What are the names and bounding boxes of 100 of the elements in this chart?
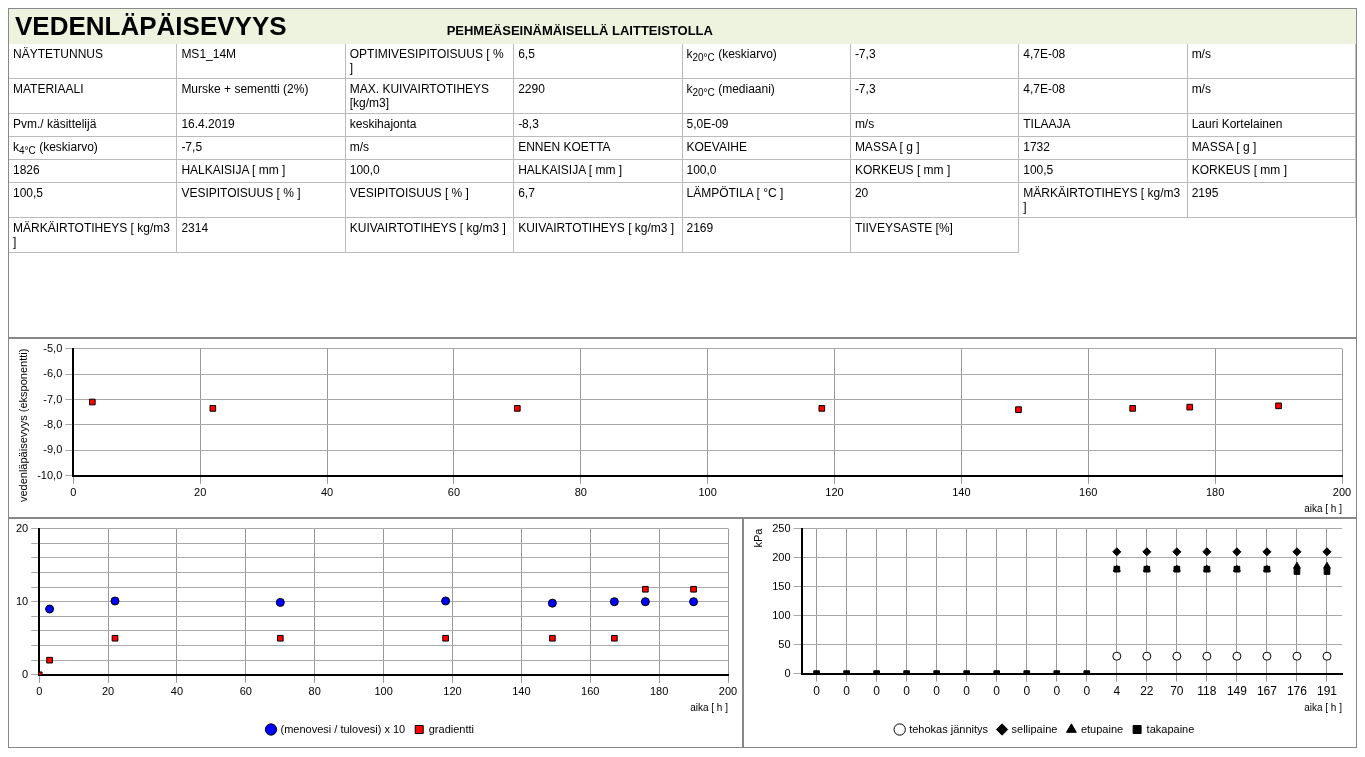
x-tick-label: 180 — [1205, 486, 1225, 499]
x-tick-label: 120 — [825, 486, 844, 499]
x-tick-label: 80 — [574, 486, 587, 499]
y-tick-label: 20 — [15, 521, 29, 534]
text: 16.4.2019 — [177, 114, 346, 137]
text: k$_{20°C}$ (mediaani) — [682, 79, 851, 114]
x-tick-label: 70 — [1170, 684, 1184, 699]
text: 100,0 — [682, 160, 851, 184]
text: VESIPITOISUUS [ % ] — [177, 183, 346, 219]
y-tick-label: -7,0 — [43, 392, 63, 405]
y-tick-label: 150 — [772, 579, 791, 592]
x-tick-label: 160 — [1079, 486, 1098, 499]
y-tick-label: -6,0 — [43, 367, 63, 380]
x-axis-title: aika [ h ] — [690, 701, 729, 713]
y-tick-label: -8,0 — [43, 417, 63, 430]
text: 2195 — [1187, 183, 1356, 219]
legend-label: tehokas jännitys — [909, 722, 989, 735]
text: 4,7E-08 — [1019, 79, 1188, 114]
x-tick-label: 0 — [1023, 684, 1031, 699]
x-tick-label: 180 — [649, 685, 669, 698]
text: KOEVAIHE — [682, 137, 851, 161]
text: KUIVAIRTOTIHEYS [ kg/m3 ] — [514, 218, 683, 254]
text: 6,5 — [514, 44, 683, 79]
text: 2290 — [514, 79, 683, 114]
text: 5,0E-09 — [682, 114, 851, 137]
x-tick-label: 118 — [1197, 684, 1217, 699]
text: 2169 — [682, 218, 851, 254]
y-tick-label: 250 — [772, 521, 791, 534]
text: 1732 — [1019, 137, 1188, 161]
x-tick-label: 80 — [308, 685, 321, 698]
x-tick-label: 22 — [1140, 684, 1154, 699]
x-tick-label: 191 — [1316, 684, 1338, 699]
x-tick-label: 20 — [194, 486, 207, 499]
y-tick-label: 100 — [772, 608, 791, 621]
text: Murske + sementti (2%) — [177, 79, 346, 114]
y-tick-label: 200 — [772, 550, 791, 563]
text: MASSA [ g ] — [1187, 137, 1356, 161]
x-tick-label: 20 — [101, 685, 115, 698]
x-tick-label: 200 — [1332, 486, 1352, 499]
text: k$_{4°C}$ (keskiarvo) — [9, 137, 178, 161]
x-tick-label: 0 — [873, 684, 881, 699]
text: 100,5 — [9, 183, 178, 219]
text: m/s — [1187, 79, 1356, 114]
y-tick-label: -10,0 — [37, 468, 63, 481]
legend-label: sellipaine — [1011, 722, 1058, 735]
x-tick-label: 200 — [718, 685, 738, 698]
legend-label: gradientti — [428, 722, 474, 735]
text: m/s — [345, 137, 515, 161]
text: m/s — [850, 114, 1020, 137]
x-tick-label: 60 — [447, 486, 461, 499]
text: 2314 — [177, 218, 346, 254]
y-axis-title: vedenläpäisevyys (eksponentti) — [16, 348, 29, 503]
text: MATERIAALI — [9, 79, 178, 114]
text: -7,3 — [850, 79, 1020, 114]
x-tick-label: 0 — [813, 684, 821, 699]
text: 4,7E-08 — [1019, 44, 1188, 79]
text: OPTIMIVESIPITOISUUS [ % ] — [345, 44, 515, 79]
text: VESIPITOISUUS [ % ] — [345, 183, 515, 219]
text: KUIVAIRTOTIHEYS [ kg/m3 ] — [345, 218, 515, 254]
x-tick-label: 100 — [374, 685, 393, 698]
text: TILAAJA — [1019, 114, 1188, 137]
x-tick-label: 40 — [320, 486, 334, 499]
text: MÄRKÄIRTOTIHEYS [ kg/m3 ] — [1019, 183, 1188, 219]
text: TIIVEYSASTE [%] — [850, 218, 1020, 254]
text: -8,3 — [514, 114, 683, 137]
x-tick-label: 4 — [1113, 684, 1121, 699]
text: 100,5 — [1019, 160, 1188, 184]
x-tick-label: 0 — [1083, 684, 1091, 699]
x-tick-label: 0 — [903, 684, 911, 699]
y-tick-label: -5,0 — [43, 341, 63, 354]
text: 100,0 — [345, 160, 515, 184]
x-tick-label: 140 — [952, 486, 971, 499]
x-tick-label: 160 — [581, 685, 600, 698]
x-tick-label: 40 — [170, 685, 184, 698]
text: HALKAISIJA [ mm ] — [514, 160, 683, 184]
x-tick-label: 167 — [1256, 684, 1278, 699]
text: m/s — [1187, 44, 1356, 79]
text: ENNEN KOETTA — [514, 137, 683, 161]
legend-label: takapaine — [1146, 722, 1195, 735]
x-tick-label: 176 — [1286, 684, 1308, 699]
legend-label: (menovesi / tulovesi) x 10 — [280, 722, 406, 735]
x-tick-label: 60 — [239, 685, 252, 698]
text: Pvm./ käsittelijä — [9, 114, 178, 137]
text: HALKAISIJA [ mm ] — [177, 160, 346, 184]
x-axis-title: aika [ h ] — [1304, 502, 1343, 514]
text: PEHMEÄSEINÄMÄISELLÄ LAITTEISTOLLA — [446, 23, 713, 38]
x-tick-label: 0 — [1053, 684, 1061, 699]
y-axis-title: kPa — [751, 527, 764, 548]
text: KORKEUS [ mm ] — [1187, 160, 1356, 184]
text: 1826 — [9, 160, 178, 184]
x-tick-label: 0 — [70, 486, 77, 499]
x-tick-label: 140 — [512, 685, 531, 698]
y-tick-label: 50 — [778, 637, 791, 650]
text: -7,3 — [850, 44, 1020, 79]
x-tick-label: 100 — [698, 486, 717, 499]
text: KORKEUS [ mm ] — [850, 160, 1020, 184]
y-tick-label: 0 — [784, 666, 791, 679]
y-tick-label: -9,0 — [43, 443, 63, 456]
x-tick-label: 149 — [1226, 684, 1248, 699]
text: NÄYTETUNNUS — [9, 44, 178, 79]
